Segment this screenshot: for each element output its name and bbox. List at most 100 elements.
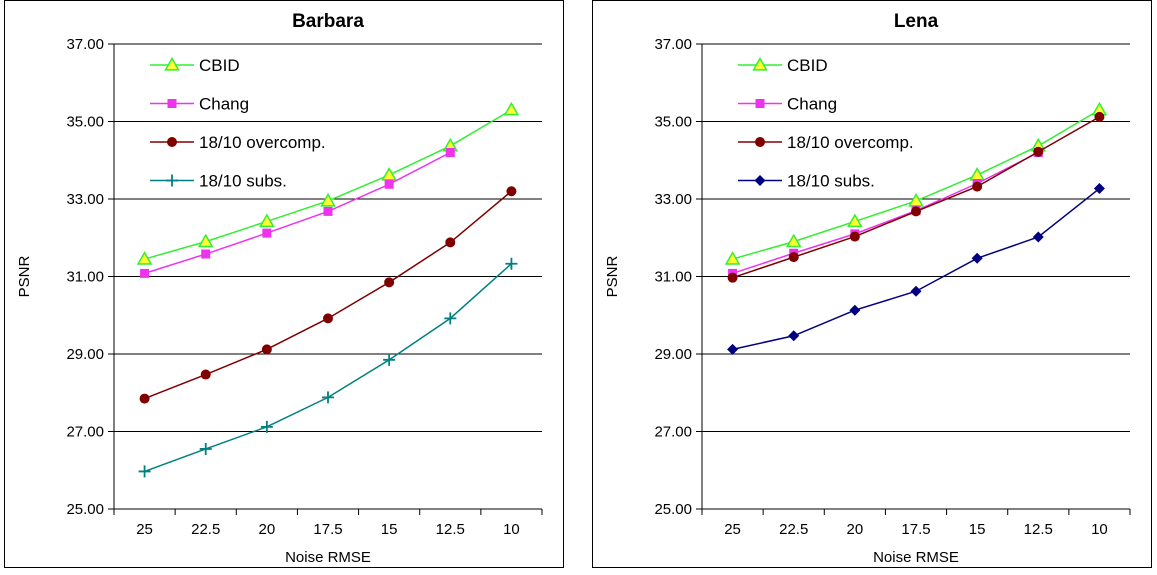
data-point [727, 272, 738, 283]
data-point [847, 213, 863, 228]
y-axis-label: PSNR [604, 256, 621, 298]
data-point [972, 181, 983, 192]
data-point [785, 233, 802, 248]
x-tick-label: 17.5 [901, 521, 930, 538]
data-point [262, 228, 272, 238]
legend-marker [754, 175, 766, 186]
x-tick-label: 15 [969, 521, 986, 538]
x-axis-label: Noise RMSE [873, 549, 959, 566]
data-point [445, 237, 456, 248]
x-tick-label: 20 [847, 521, 864, 538]
data-point [505, 257, 518, 270]
data-point [1032, 231, 1044, 243]
series-18-10-overcomp [727, 111, 1105, 283]
data-point [384, 179, 394, 189]
data-point [911, 206, 921, 217]
series-chang [728, 148, 1043, 278]
legend-entry-cbid: CBID [787, 56, 828, 75]
data-point [200, 369, 211, 380]
legend-entry-18-10-subs: 18/10 subs. [787, 172, 875, 191]
y-tick-label: 37.00 [66, 36, 104, 53]
y-tick-label: 31.00 [66, 269, 104, 286]
data-point [199, 442, 212, 455]
legend-entry-chang: Chang [199, 95, 249, 114]
legend-entry-18-10-overcomp: 18/10 overcomp. [199, 133, 326, 152]
data-point [849, 304, 861, 316]
data-point [788, 330, 800, 342]
data-point [384, 277, 395, 288]
legend-entry-cbid: CBID [199, 56, 240, 75]
y-tick-label: 33.00 [654, 191, 692, 208]
x-tick-label: 15 [381, 521, 398, 538]
legend-marker [755, 99, 765, 108]
data-point [503, 101, 520, 116]
data-point [322, 391, 334, 404]
data-point [1093, 183, 1105, 195]
chart-barbara: Barbara 25.00 27.00 29.00 31.00 33.00 35.00 37.… [16, 11, 543, 566]
x-tick-label: 22.5 [779, 521, 808, 538]
y-tick-label: 33.00 [66, 191, 104, 208]
legend-marker [164, 56, 180, 71]
legend: CBID Chang 18/10 overcomp. 18/10 subs. [150, 56, 326, 191]
series-cbid [136, 101, 520, 265]
chart-lena: Lena 25.00 27.00 29.00 31.00 33.00 35.00 37.00 2… [604, 11, 1131, 566]
data-point [849, 231, 860, 242]
data-point [788, 252, 799, 263]
x-tick-label: 12.5 [436, 521, 465, 538]
x-tick-label: 12.5 [1024, 521, 1053, 538]
data-point [969, 166, 985, 181]
y-tick-label: 27.00 [66, 424, 104, 441]
data-point [261, 344, 272, 355]
legend-marker [166, 174, 178, 187]
x-tick-label: 25 [136, 521, 153, 538]
x-tick-label: 17.5 [313, 521, 342, 538]
data-point [139, 393, 150, 404]
series-line-18-10-overcomp [144, 190, 512, 400]
y-tick-label: 35.00 [66, 114, 104, 131]
data-point [383, 353, 396, 366]
x-axis-label: Noise RMSE [285, 549, 371, 566]
data-point [445, 148, 455, 157]
legend-entry-chang: Chang [787, 95, 837, 114]
y-tick-label: 37.00 [654, 36, 692, 53]
chart-title: Barbara [292, 11, 364, 32]
data-point [138, 465, 151, 478]
x-tick-label: 20 [259, 521, 276, 538]
y-tick-label: 29.00 [654, 346, 692, 363]
data-point [259, 213, 275, 228]
data-point [197, 233, 214, 248]
y-tick-label: 31.00 [654, 269, 692, 286]
series-line-chang [732, 151, 1039, 275]
chart-panel-barbara: Barbara 25.00 27.00 29.00 31.00 33.00 35.00 37.… [4, 0, 564, 568]
legend-entry-18-10-subs: 18/10 subs. [199, 172, 287, 191]
series-line-chang [144, 151, 451, 275]
series-chang [140, 148, 455, 278]
x-tick-label: 22.5 [191, 521, 220, 538]
series-18-10-overcomp [139, 186, 517, 404]
data-point [1033, 146, 1044, 157]
data-point [506, 186, 517, 197]
y-tick-label: 25.00 [66, 501, 104, 518]
data-point [908, 192, 924, 207]
y-tick-label: 25.00 [654, 501, 692, 518]
legend-marker [752, 56, 768, 71]
data-point [1094, 111, 1105, 122]
data-point [910, 285, 922, 297]
data-point [381, 166, 397, 181]
y-tick-label: 27.00 [654, 424, 692, 441]
legend-entry-18-10-overcomp: 18/10 overcomp. [787, 133, 914, 152]
chart-title: Lena [894, 11, 939, 32]
series-18-10-subs [138, 257, 518, 478]
data-point [724, 251, 741, 265]
data-point [260, 420, 273, 433]
data-point [201, 249, 211, 259]
x-tick-label: 10 [1091, 521, 1108, 538]
chart-panel-lena: Lena 25.00 27.00 29.00 31.00 33.00 35.00 37.00 2… [592, 0, 1152, 568]
legend-marker [167, 137, 177, 147]
y-tick-label: 35.00 [654, 114, 692, 131]
y-axis-label: PSNR [16, 256, 33, 298]
y-tick-label: 29.00 [66, 346, 104, 363]
data-point [971, 252, 983, 264]
data-point [727, 343, 739, 355]
legend: CBID Chang 18/10 overcomp. 18/10 subs. [738, 56, 914, 191]
